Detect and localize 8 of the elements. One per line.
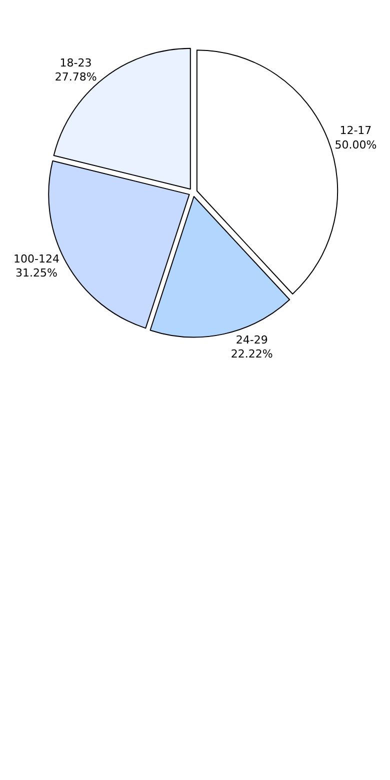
slice-label: 12-17 bbox=[340, 124, 372, 137]
data-label: 27.78% bbox=[54, 70, 97, 84]
data-label: 31.25% bbox=[16, 266, 58, 280]
slice-label: 24-29 bbox=[236, 333, 268, 346]
data-label: 50.00% bbox=[334, 138, 377, 152]
data-label: 22.22% bbox=[230, 348, 273, 361]
slice-label: 100-124 bbox=[14, 252, 60, 266]
slice-label: 18-23 bbox=[60, 56, 92, 70]
